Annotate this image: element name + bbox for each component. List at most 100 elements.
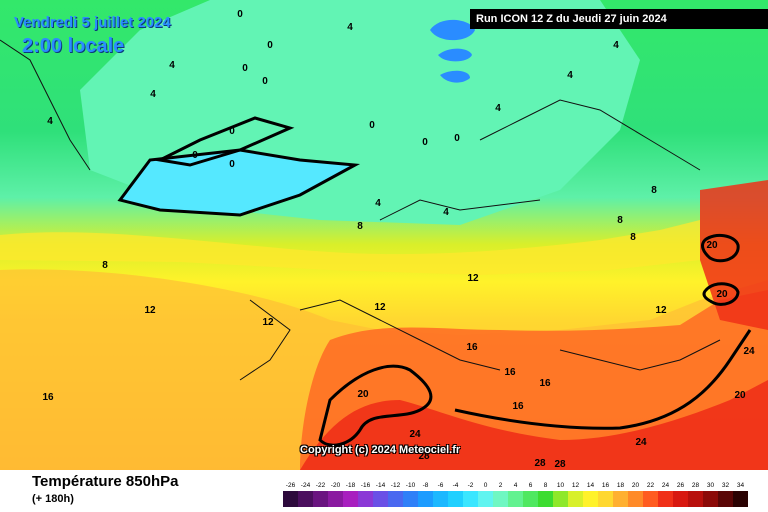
legend-swatch bbox=[628, 491, 643, 507]
isotherm-label: 8 bbox=[651, 185, 657, 196]
legend-swatch bbox=[418, 491, 433, 507]
legend-swatch bbox=[553, 491, 568, 507]
legend-tick-label: -8 bbox=[423, 482, 429, 489]
legend-swatch bbox=[433, 491, 448, 507]
legend-tick-label: -12 bbox=[391, 482, 401, 489]
legend-swatch bbox=[643, 491, 658, 507]
legend-swatch bbox=[388, 491, 403, 507]
cold-core-ocean bbox=[117, 148, 361, 217]
isotherm-label: 16 bbox=[42, 392, 54, 403]
legend-tick-label: 6 bbox=[529, 482, 533, 489]
legend-tick-label: -2 bbox=[468, 482, 474, 489]
forecast-time: 2:00 locale bbox=[22, 35, 125, 57]
legend-swatch bbox=[373, 491, 388, 507]
legend-swatch bbox=[328, 491, 343, 507]
isotherm-label: 4 bbox=[613, 40, 619, 51]
legend-tick-label: 30 bbox=[707, 482, 715, 489]
legend-swatch bbox=[718, 491, 733, 507]
legend-swatch bbox=[343, 491, 358, 507]
isotherm-label: 16 bbox=[512, 401, 524, 412]
legend-swatch bbox=[538, 491, 553, 507]
legend-swatch bbox=[478, 491, 493, 507]
isotherm-label: 28 bbox=[534, 458, 546, 469]
isotherm-label: 24 bbox=[743, 346, 755, 357]
isotherm-label: 24 bbox=[635, 437, 647, 448]
isotherm-label: 24 bbox=[409, 429, 421, 440]
legend-tick-label: -6 bbox=[438, 482, 444, 489]
isotherm-label: 8 bbox=[102, 260, 108, 271]
isotherm-label: 12 bbox=[374, 302, 386, 313]
isotherm-label: 0 bbox=[369, 120, 375, 131]
isotherm-label: 20 bbox=[357, 389, 369, 400]
legend-swatch bbox=[703, 491, 718, 507]
legend-tick-label: 8 bbox=[544, 482, 548, 489]
isotherm-20-ring-1 bbox=[701, 233, 740, 263]
isotherm-label: 0 bbox=[192, 150, 198, 161]
legend-tick-label: 10 bbox=[557, 482, 565, 489]
legend-tick-label: -14 bbox=[376, 482, 386, 489]
variable-title: Température 850hPa bbox=[32, 473, 179, 490]
legend-tick-label: -26 bbox=[286, 482, 296, 489]
isotherm-label: 0 bbox=[237, 9, 243, 20]
legend-tick-label: 20 bbox=[632, 482, 640, 489]
isotherm-label: 20 bbox=[734, 390, 746, 401]
very-hot-zone bbox=[300, 380, 768, 470]
isotherm-label: 0 bbox=[242, 63, 248, 74]
isotherm-label: 12 bbox=[467, 273, 479, 284]
legend-swatch bbox=[358, 491, 373, 507]
isotherm-label: 8 bbox=[630, 232, 636, 243]
legend-swatch bbox=[583, 491, 598, 507]
legend-swatch bbox=[568, 491, 583, 507]
isotherm-label: 4 bbox=[169, 60, 175, 71]
isotherm-20-east bbox=[454, 329, 752, 430]
isotherm-label: 4 bbox=[375, 198, 381, 209]
legend-tick-label: 12 bbox=[572, 482, 580, 489]
legend-tick-label: 18 bbox=[617, 482, 625, 489]
legend-tick-label: 16 bbox=[602, 482, 610, 489]
legend-swatch bbox=[523, 491, 538, 507]
cold-pocket-3 bbox=[440, 70, 470, 83]
legend-tick-label: 0 bbox=[484, 482, 488, 489]
isotherm-label: 28 bbox=[554, 459, 566, 470]
legend-swatch bbox=[658, 491, 673, 507]
legend-swatch bbox=[688, 491, 703, 507]
color-scale-legend: -26 -24 -22 -20 -18 -16 -14 -12 -10 -8 -6 -4 -2 0 2 4 6 8… bbox=[283, 482, 748, 507]
legend-tick-label: -24 bbox=[301, 482, 311, 489]
isotherm-label: 12 bbox=[262, 317, 274, 328]
legend-tick-label: 28 bbox=[692, 482, 700, 489]
legend-tick-label: -10 bbox=[406, 482, 416, 489]
isotherm-20-west bbox=[318, 364, 433, 447]
isotherm-label: 4 bbox=[150, 89, 156, 100]
footer-bar: Température 850hPa (+ 180h) -26 -24 -22 -20… bbox=[0, 470, 768, 512]
legend-swatch bbox=[673, 491, 688, 507]
isotherm-label: 4 bbox=[347, 22, 353, 33]
legend-swatch bbox=[313, 491, 328, 507]
isotherm-label: 16 bbox=[466, 342, 478, 353]
legend-swatch bbox=[463, 491, 478, 507]
cold-pocket-1 bbox=[430, 19, 475, 41]
legend-swatch bbox=[733, 491, 748, 507]
isotherm-20-ring-2 bbox=[702, 282, 740, 306]
yellow-band bbox=[0, 220, 700, 275]
legend-tick-label: 4 bbox=[514, 482, 518, 489]
legend-swatch bbox=[613, 491, 628, 507]
isotherm-label: 0 bbox=[229, 126, 235, 137]
isotherm-0-north bbox=[155, 116, 295, 167]
model-run-label: Run ICON 12 Z du Jeudi 27 juin 2024 bbox=[470, 9, 768, 29]
forecast-step: (+ 180h) bbox=[32, 493, 74, 505]
legend-tick-label: -4 bbox=[453, 482, 459, 489]
isotherm-label: 4 bbox=[443, 207, 449, 218]
temperature-map: 4 0 0 0 0 4 4 4 0 4 4 4 0 0 0 0 0 4 4 8 8 8 8 8 12 12 12 12 12 16 16 16… bbox=[0, 0, 768, 470]
legend-swatch bbox=[508, 491, 523, 507]
coastlines bbox=[0, 39, 721, 381]
legend-swatch bbox=[283, 491, 298, 507]
isotherm-label: 0 bbox=[262, 76, 268, 87]
legend-swatch bbox=[448, 491, 463, 507]
isotherm-label: 12 bbox=[144, 305, 156, 316]
isotherm-label: 0 bbox=[422, 137, 428, 148]
isotherm-label: 0 bbox=[229, 159, 235, 170]
isotherm-label: 0 bbox=[267, 40, 273, 51]
